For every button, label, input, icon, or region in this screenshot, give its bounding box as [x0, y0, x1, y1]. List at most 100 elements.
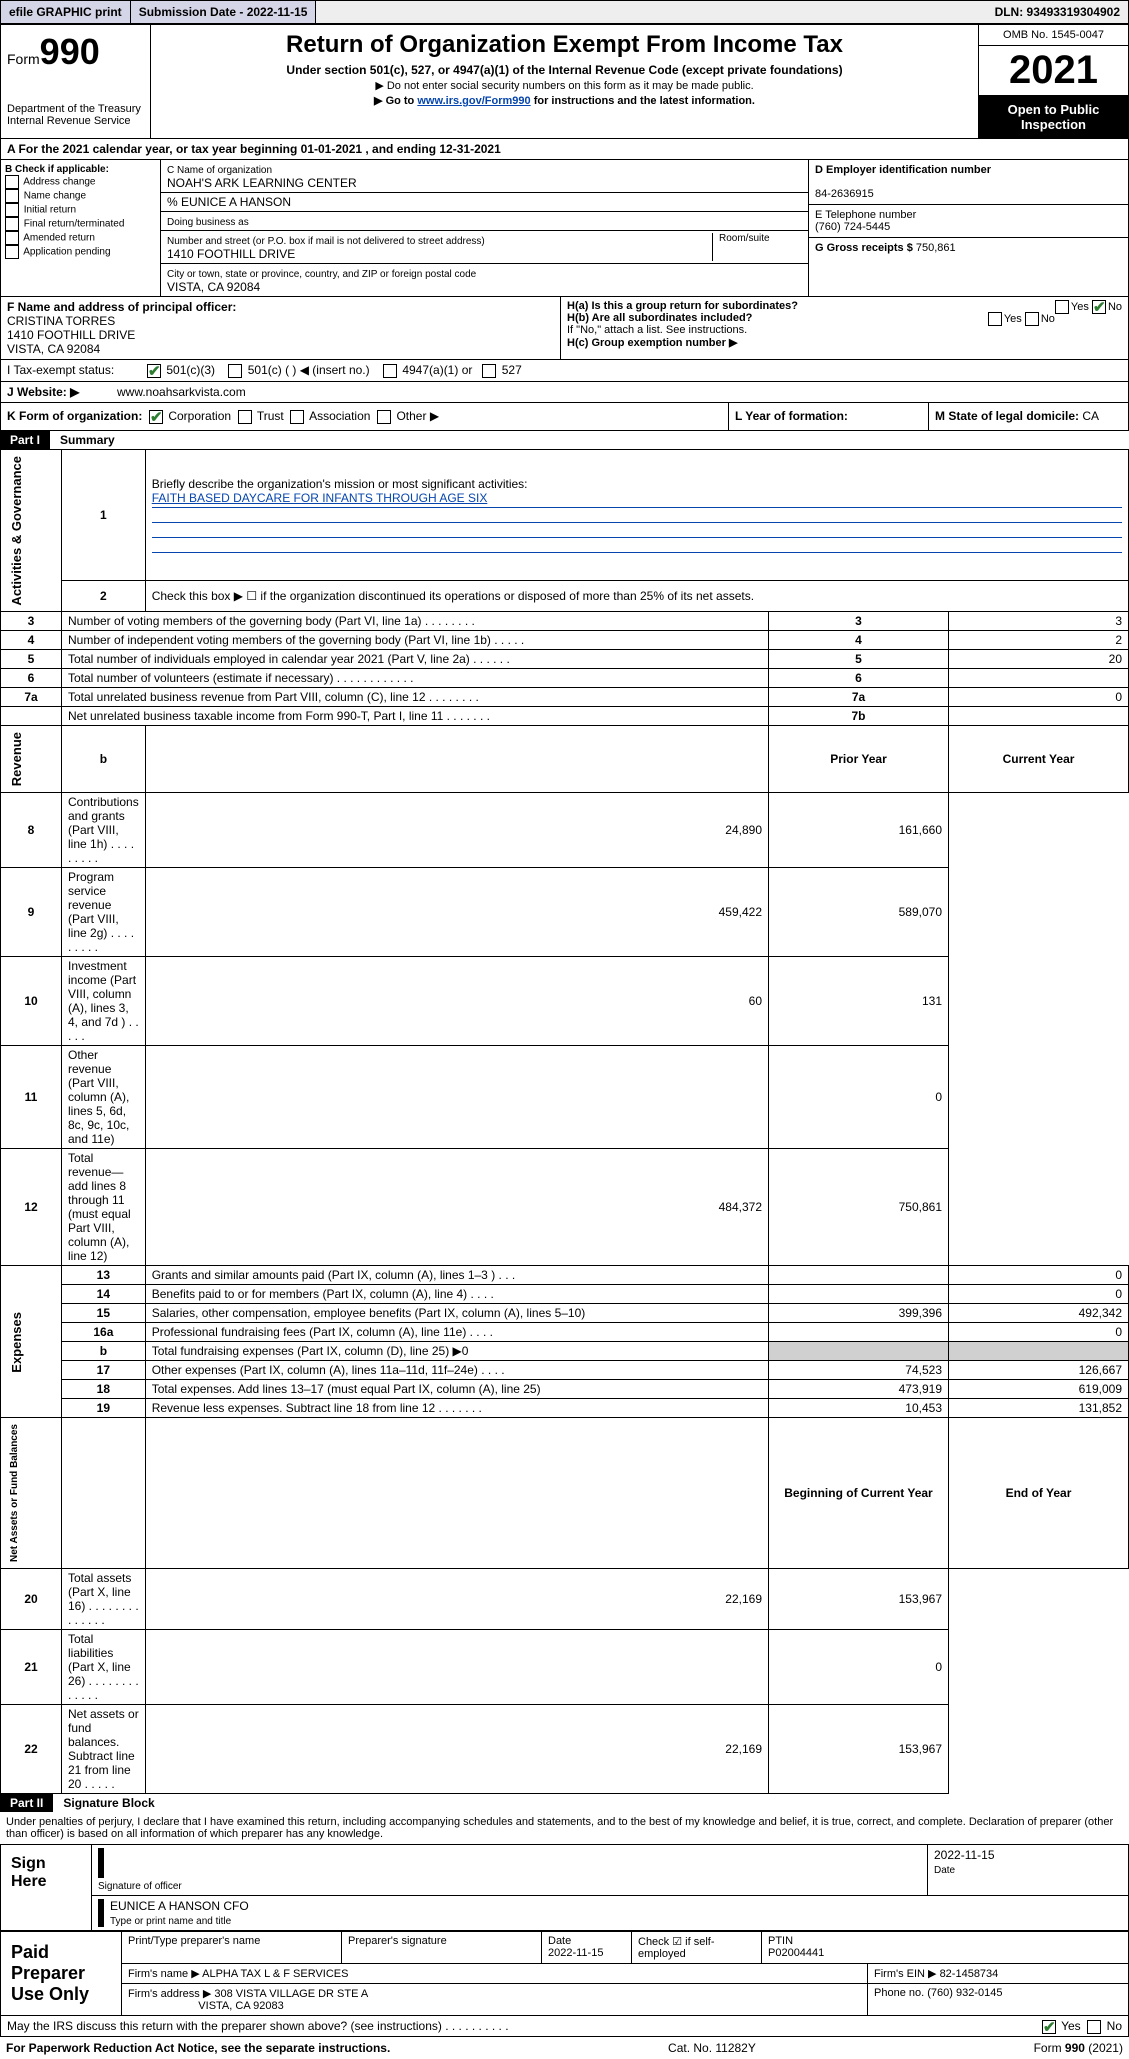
hb-no-checkbox[interactable] [1025, 312, 1039, 326]
form-note1: ▶ Do not enter social security numbers o… [157, 79, 972, 92]
ptin-value: P02004441 [768, 1947, 824, 1959]
boxb-checkbox[interactable] [5, 231, 19, 245]
ein-label: D Employer identification number [815, 164, 991, 176]
dba-label: Doing business as [167, 217, 249, 228]
ha-yes-checkbox[interactable] [1055, 300, 1069, 314]
side-net: Net Assets or Fund Balances [7, 1420, 22, 1566]
boxb-checkbox[interactable] [5, 245, 19, 259]
part2-tag: Part II [0, 1794, 53, 1812]
street-label: Number and street (or P.O. box if mail i… [167, 236, 485, 247]
footer-right: Form 990 (2021) [1034, 2041, 1123, 2055]
officer-label: F Name and address of principal officer: [7, 300, 236, 314]
page-footer: For Paperwork Reduction Act Notice, see … [0, 2037, 1129, 2059]
footer-center: Cat. No. 11282Y [668, 2041, 756, 2055]
entity-block: B Check if applicable: Address change Na… [0, 160, 1129, 297]
firm-ein: 82-1458734 [940, 1968, 999, 1980]
officer-name: CRISTINA TORRES [7, 314, 115, 328]
form-title: Return of Organization Exempt From Incom… [157, 31, 972, 59]
box-c: C Name of organizationNOAH'S ARK LEARNIN… [161, 160, 808, 296]
form-subtitle: Under section 501(c), 527, or 4947(a)(1)… [157, 63, 972, 77]
part1-tag: Part I [0, 431, 50, 449]
box-b: B Check if applicable: Address change Na… [1, 160, 161, 296]
boxb-checkbox[interactable] [5, 189, 19, 203]
tax-status-label: I Tax-exempt status: [1, 360, 141, 381]
street-value: 1410 FOOTHILL DRIVE [167, 247, 295, 261]
sign-here-label: Sign Here [1, 1845, 91, 1930]
self-emp-check[interactable]: Check ☑ if self-employed [638, 1936, 715, 1960]
submission-date-button[interactable]: Submission Date - 2022-11-15 [131, 1, 317, 23]
trust-checkbox[interactable] [238, 410, 252, 424]
firm-addr2: VISTA, CA 92083 [198, 2000, 283, 2012]
top-bar: efile GRAPHIC print Submission Date - 20… [0, 0, 1129, 24]
discuss-yes-checkbox[interactable] [1042, 2020, 1056, 2034]
org-name: NOAH'S ARK LEARNING CENTER [167, 176, 357, 190]
part2-header: Part II Signature Block [0, 1794, 1129, 1812]
dept-label: Department of the Treasury [7, 103, 144, 115]
ein-value: 84-2636915 [815, 188, 874, 200]
tax-year: 2021 [979, 46, 1128, 96]
end-year-header: End of Year [949, 1418, 1129, 1569]
klm-row: K Form of organization: Corporation Trus… [0, 403, 1129, 431]
current-year-header: Current Year [949, 726, 1129, 793]
summary-table: Activities & Governance 1 Briefly descri… [0, 449, 1129, 1795]
assoc-checkbox[interactable] [290, 410, 304, 424]
boxb-checkbox[interactable] [5, 217, 19, 231]
officer-name-title: EUNICE A HANSON CFO [110, 1899, 249, 1913]
i-row: I Tax-exempt status: 501(c)(3) 501(c) ( … [0, 360, 1129, 382]
domicile-cell: M State of legal domicile: CA [928, 403, 1128, 430]
org-name-label: C Name of organization [167, 165, 272, 176]
phone-value: (760) 724-5445 [815, 221, 890, 233]
officer-city: VISTA, CA 92084 [7, 342, 100, 356]
hc-label: H(c) Group exemption number ▶ [567, 336, 1122, 349]
public-inspection-label: Open to Public Inspection [979, 96, 1128, 138]
care-of: % EUNICE A HANSON [167, 195, 291, 209]
room-label: Room/suite [712, 233, 802, 261]
irs-link[interactable]: www.irs.gov/Form990 [417, 95, 530, 107]
year-formation-label: L Year of formation: [728, 403, 928, 430]
form-org-label: K Form of organization: [7, 409, 142, 423]
irs-label: Internal Revenue Service [7, 115, 144, 127]
form-note2: ▶ Go to www.irs.gov/Form990 for instruct… [157, 94, 972, 107]
officer-street: 1410 FOOTHILL DRIVE [7, 328, 135, 342]
f-h-row: F Name and address of principal officer:… [0, 297, 1129, 360]
side-gov: Activities & Governance [7, 452, 26, 610]
website-value: www.noahsarkvista.com [111, 382, 252, 402]
ha-no-checkbox[interactable] [1092, 300, 1106, 314]
form-990-label: Form990 [7, 31, 144, 73]
sign-block: Sign Here Signature of officer 2022-11-1… [0, 1844, 1129, 1931]
hb-yes-checkbox[interactable] [988, 312, 1002, 326]
efile-button[interactable]: efile GRAPHIC print [1, 1, 131, 23]
preparer-sig-label: Preparer's signature [342, 1932, 542, 1963]
part1-title: Summary [50, 431, 125, 449]
perjury-statement: Under penalties of perjury, I declare th… [0, 1812, 1129, 1844]
4947-checkbox[interactable] [383, 364, 397, 378]
sig-date: 2022-11-15 [934, 1848, 995, 1862]
begin-year-header: Beginning of Current Year [769, 1418, 949, 1569]
prior-year-header: Prior Year [769, 726, 949, 793]
firm-addr1: 308 VISTA VILLAGE DR STE A [214, 1988, 368, 2000]
footer-left: For Paperwork Reduction Act Notice, see … [6, 2041, 390, 2055]
other-checkbox[interactable] [377, 410, 391, 424]
part2-title: Signature Block [53, 1794, 164, 1812]
mission-value[interactable]: FAITH BASED DAYCARE FOR INFANTS THROUGH … [152, 491, 488, 505]
firm-name: ALPHA TAX L & F SERVICES [202, 1968, 348, 1980]
omb-number: OMB No. 1545-0047 [979, 25, 1128, 46]
ha-label: H(a) Is this a group return for subordin… [567, 300, 798, 312]
gross-label: G Gross receipts $ [815, 242, 913, 254]
phone-label: E Telephone number [815, 209, 916, 221]
dln-label: DLN: 93493319304902 [987, 1, 1128, 23]
boxb-checkbox[interactable] [5, 203, 19, 217]
501c-checkbox[interactable] [228, 364, 242, 378]
boxb-checkbox[interactable] [5, 175, 19, 189]
corp-checkbox[interactable] [149, 410, 163, 424]
527-checkbox[interactable] [482, 364, 496, 378]
city-label: City or town, state or province, country… [167, 269, 476, 280]
discuss-row: May the IRS discuss this return with the… [0, 2016, 1129, 2037]
preparer-date: 2022-11-15 [548, 1947, 603, 1959]
line2: Check this box ▶ ☐ if the organization d… [145, 581, 1128, 612]
paid-preparer-block: Paid Preparer Use Only Print/Type prepar… [0, 1931, 1129, 2016]
discuss-no-checkbox[interactable] [1087, 2020, 1101, 2034]
501c3-checkbox[interactable] [147, 364, 161, 378]
preparer-name-label: Print/Type preparer's name [122, 1932, 342, 1963]
period-line: A For the 2021 calendar year, or tax yea… [0, 139, 1129, 160]
